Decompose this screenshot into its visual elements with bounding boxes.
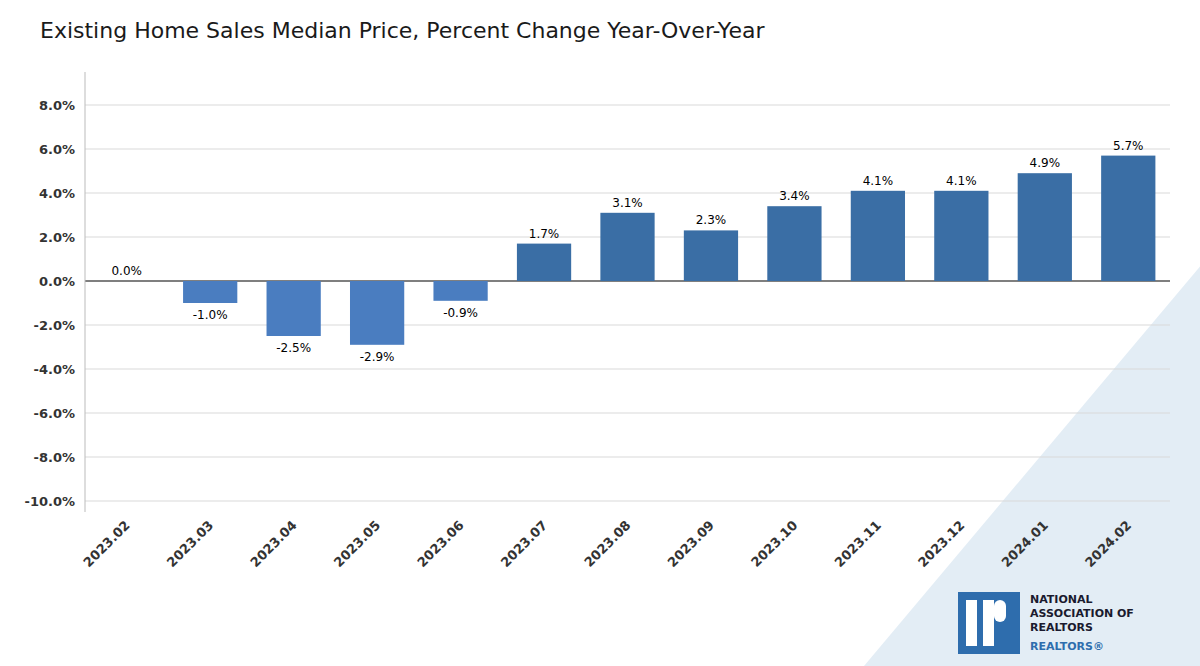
x-tick-label: 2023.08 — [581, 518, 633, 570]
logo — [958, 592, 1020, 654]
data-label: 4.1% — [946, 174, 977, 188]
logo-box — [958, 592, 1020, 654]
y-tick-label: 0.0% — [39, 274, 75, 289]
y-tick-label: 4.0% — [39, 186, 75, 201]
title: Existing Home Sales Median Price, Percen… — [40, 18, 765, 43]
x-tick-label: 2023.07 — [498, 518, 550, 570]
data-label: 4.1% — [863, 174, 894, 188]
y-tick-label: -8.0% — [34, 450, 75, 465]
bar — [517, 244, 571, 281]
x-tick-label: 2023.11 — [832, 518, 884, 570]
bar — [100, 281, 154, 282]
data-label: -2.5% — [276, 341, 311, 355]
logo-shape — [983, 600, 994, 646]
y-tick-label: -10.0% — [25, 494, 76, 509]
grid-line — [85, 193, 1170, 194]
bar — [684, 230, 738, 281]
background-triangle — [864, 266, 1200, 666]
bar — [183, 281, 237, 303]
x-tick-label: 2023.05 — [331, 518, 383, 570]
bar — [934, 191, 988, 281]
y-tick-label: 8.0% — [39, 98, 75, 113]
grid-line — [85, 105, 1170, 106]
data-label: -1.0% — [193, 308, 228, 322]
x-tick-label: 2023.06 — [414, 518, 466, 570]
annotation: REALTORS® — [1030, 640, 1104, 653]
bar — [433, 281, 487, 301]
y-axis-line — [85, 72, 86, 512]
x-tick-label: 2023.12 — [915, 518, 967, 570]
data-label: 3.1% — [612, 196, 643, 210]
bar — [600, 213, 654, 281]
y-tick-label: 6.0% — [39, 142, 75, 157]
grid-line — [85, 501, 1170, 502]
x-tick-label: 2023.04 — [247, 518, 299, 570]
logo-shape — [966, 600, 977, 646]
annotation-line: ASSOCIATION OF — [1030, 607, 1134, 620]
data-label: 0.0% — [111, 264, 142, 278]
x-tick-label: 2024.02 — [1082, 518, 1134, 570]
x-tick-label: 2024.01 — [998, 518, 1050, 570]
data-label: 5.7% — [1113, 139, 1144, 153]
bar — [1018, 173, 1072, 281]
y-tick-label: 2.0% — [39, 230, 75, 245]
x-tick-label: 2023.02 — [80, 518, 132, 570]
data-label: 3.4% — [779, 189, 810, 203]
bar — [350, 281, 404, 345]
data-label: -2.9% — [360, 350, 395, 364]
data-label: -0.9% — [443, 306, 478, 320]
y-tick-label: -6.0% — [34, 406, 75, 421]
grid-line — [85, 149, 1170, 150]
y-tick-label: -4.0% — [34, 362, 75, 377]
annotation: NATIONALASSOCIATION OFREALTORS — [1030, 593, 1134, 634]
bar — [851, 191, 905, 281]
grid-line — [85, 369, 1170, 370]
bar — [267, 281, 321, 336]
x-tick-label: 2023.09 — [665, 518, 717, 570]
data-label: 4.9% — [1030, 156, 1061, 170]
annotation-line: REALTORS — [1030, 621, 1093, 634]
logo-shape — [994, 600, 1006, 622]
grid-line — [85, 413, 1170, 414]
grid — [85, 105, 1170, 501]
chart: Existing Home Sales Median Price, Percen… — [0, 0, 1200, 666]
annotation-line: NATIONAL — [1030, 593, 1093, 606]
bar — [1101, 156, 1155, 281]
data-label: 1.7% — [529, 227, 560, 241]
data-label: 2.3% — [696, 213, 727, 227]
x-tick-label: 2023.03 — [164, 518, 216, 570]
bar — [767, 206, 821, 281]
grid-line — [85, 325, 1170, 326]
y-tick-label: -2.0% — [34, 318, 75, 333]
grid-line — [85, 457, 1170, 458]
bars — [183, 156, 1155, 345]
x-tick-label: 2023.10 — [748, 518, 800, 570]
